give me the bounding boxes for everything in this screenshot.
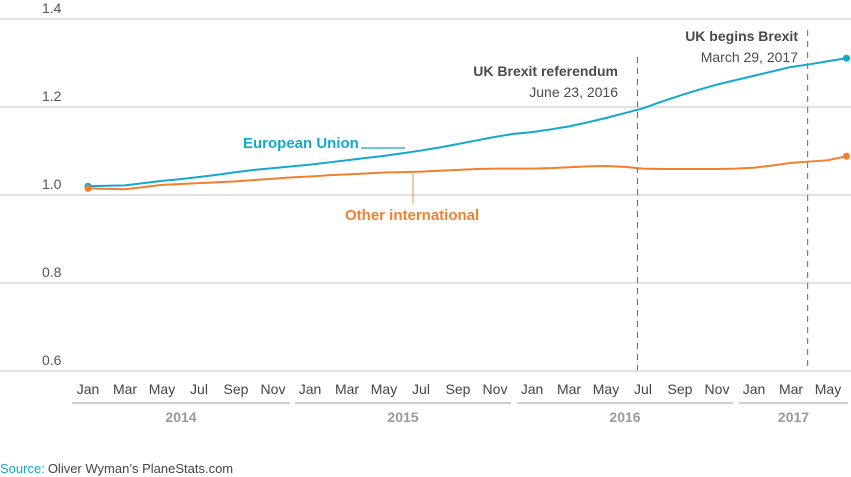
y-tick-label: 1.0: [42, 176, 62, 192]
annotation-brexit-title: UK begins Brexit: [685, 28, 798, 44]
series-end-point: [843, 54, 850, 62]
x-month-label: May: [815, 381, 841, 397]
x-month-label: May: [593, 381, 619, 397]
source-note: Source: Oliver Wyman’s PlaneStats.com: [0, 461, 233, 476]
x-month-label: Sep: [446, 381, 471, 397]
x-month-label: Jan: [743, 381, 766, 397]
x-month-label: Jan: [77, 381, 100, 397]
x-month-label: Jul: [190, 381, 208, 397]
source-text: Oliver Wyman’s PlaneStats.com: [48, 461, 233, 476]
legend-label-eu: European Union: [243, 135, 359, 152]
x-month-label: Jul: [412, 381, 430, 397]
x-month-label: Jul: [634, 381, 652, 397]
x-month-label: Sep: [668, 381, 693, 397]
source-label: Source:: [0, 461, 45, 476]
x-year-label: 2014: [165, 409, 196, 425]
x-month-label: Nov: [705, 381, 730, 397]
x-month-label: Jan: [521, 381, 544, 397]
x-month-label: Mar: [779, 381, 803, 397]
annotation-brexit-date: March 29, 2017: [701, 49, 798, 65]
x-month-label: Mar: [335, 381, 359, 397]
legend-label-other: Other international: [345, 207, 479, 224]
x-month-label: Nov: [261, 381, 286, 397]
x-year-label: 2016: [609, 409, 640, 425]
x-month-label: May: [371, 381, 397, 397]
annotation-referendum-title: UK Brexit referendum: [473, 63, 618, 79]
x-month-label: Mar: [113, 381, 137, 397]
series-line-other: [87, 155, 847, 191]
x-year-label: 2017: [778, 409, 809, 425]
series-end-point: [843, 152, 850, 160]
x-month-label: May: [149, 381, 175, 397]
x-month-label: Nov: [483, 381, 508, 397]
x-month-label: Mar: [557, 381, 581, 397]
y-tick-label: 1.2: [42, 88, 62, 104]
series-line-eu: [87, 57, 847, 188]
y-tick-label: 0.8: [42, 264, 62, 280]
x-month-label: Sep: [224, 381, 249, 397]
x-month-label: Jan: [299, 381, 322, 397]
y-tick-label: 0.6: [42, 352, 62, 368]
series-start-point: [84, 184, 92, 192]
x-year-label: 2015: [387, 409, 418, 425]
annotation-referendum-date: June 23, 2016: [529, 84, 618, 100]
y-tick-label: 1.4: [42, 0, 62, 16]
